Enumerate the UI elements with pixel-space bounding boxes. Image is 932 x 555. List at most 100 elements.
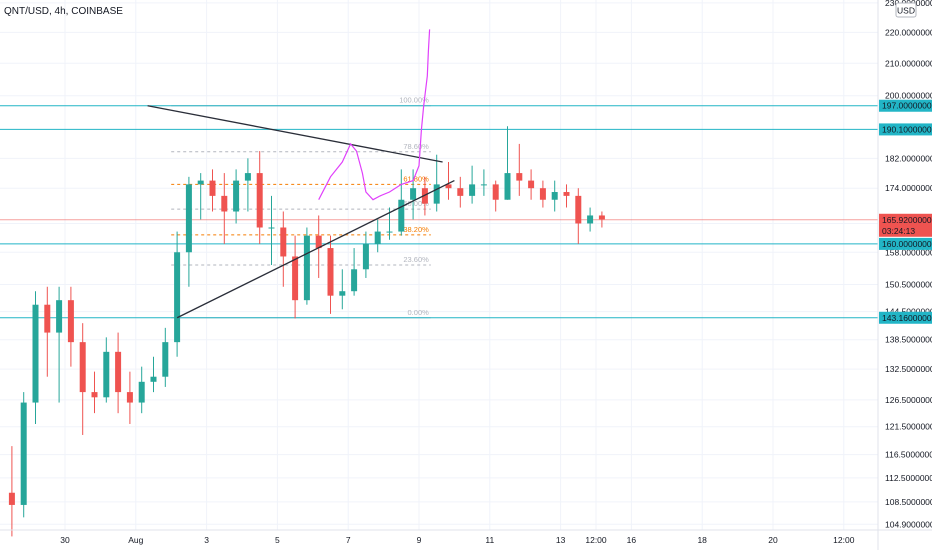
price-tick-label: 138.50000000 [885, 335, 932, 345]
trendlines[interactable] [147, 105, 455, 319]
candle-body [587, 215, 594, 224]
time-axis[interactable]: 30 Aug 3 5 7 9 11 13 12:00 16 18 20 12:00 [60, 535, 854, 545]
price-axis[interactable]: 230.00000000220.00000000210.00000000200.… [885, 0, 932, 529]
candle-body [315, 235, 322, 249]
chart-title: QNT/USD, 4h, COINBASE [4, 6, 123, 17]
price-tick-label: 174.00000000 [885, 183, 932, 193]
price-axis-background[interactable] [878, 0, 932, 550]
time-tick-label: 20 [768, 535, 778, 545]
candle-body [162, 342, 169, 377]
price-tick-label: 150.50000000 [885, 280, 932, 290]
candle-body [563, 192, 570, 196]
time-tick-label: 7 [346, 535, 351, 545]
horizontal-levels[interactable] [0, 105, 878, 319]
candle-body [504, 173, 511, 200]
candle-body [268, 227, 275, 229]
candle-body [280, 227, 287, 257]
candle-body [575, 195, 582, 224]
fib-level-label: 50.00% [403, 199, 429, 208]
time-tick-label: 13 [556, 535, 566, 545]
level-price-tag [879, 311, 932, 324]
time-tick-label: 3 [204, 535, 209, 545]
level-price-tag-label: 143.16000000 [882, 313, 932, 323]
fib-level-label: 100.00% [399, 96, 429, 105]
level-price-tag-label: 190.10000000 [882, 124, 932, 134]
candle-body [79, 342, 86, 393]
candle-body [197, 180, 204, 185]
price-tick-label: 144.50000000 [885, 307, 932, 317]
time-tick-label: 9 [417, 535, 422, 545]
candle-body [551, 192, 558, 200]
time-tick-label: Aug [128, 535, 143, 545]
price-axis-tags: 197.00000000 190.10000000 160.00000000 143.… [879, 99, 932, 324]
fib-level-label: 61.80% [403, 174, 429, 183]
candle-body [374, 231, 381, 244]
fib-level-label: 38.20% [403, 225, 429, 234]
price-tick-label: 182.00000000 [885, 153, 932, 163]
candle-body [362, 243, 369, 270]
candle-body [445, 184, 452, 189]
fib-level-label: 0.00% [408, 308, 430, 317]
candle-body [8, 492, 15, 505]
price-tick-label: 158.00000000 [885, 247, 932, 257]
current-price-tag [879, 213, 932, 237]
level-price-tag [879, 237, 932, 250]
time-tick-label: 12:00 [585, 535, 607, 545]
candle-body [221, 195, 228, 212]
candle-body [126, 392, 133, 403]
candle-body [233, 180, 240, 212]
trendline-lower [176, 180, 455, 319]
fib-level-label: 23.60% [403, 255, 429, 264]
price-tick-label: 210.00000000 [885, 58, 932, 68]
candle-body [351, 269, 358, 292]
candle-body [44, 304, 51, 333]
price-tick-label: 116.50000000 [885, 450, 932, 460]
trendline-upper [147, 105, 443, 163]
time-tick-label: 12:00 [833, 535, 855, 545]
candle-body [138, 381, 145, 403]
candle-body [492, 184, 499, 200]
projection-path[interactable] [318, 29, 431, 201]
price-tick-label: 108.50000000 [885, 497, 932, 507]
countdown-label: 03:24:13 [882, 226, 915, 236]
level-price-tag [879, 123, 932, 136]
candle-body [303, 235, 310, 301]
candle-body [398, 199, 405, 232]
projection-line [318, 29, 431, 201]
level-price-tag [879, 99, 932, 112]
candle-body [386, 231, 393, 233]
candle-body [56, 300, 63, 333]
current-price-tag-label: 165.92000000 [882, 215, 932, 225]
time-tick-label: 11 [485, 535, 494, 545]
candle-body [174, 252, 181, 343]
candle-body [91, 392, 98, 398]
time-tick-label: 5 [275, 535, 280, 545]
candle-body [598, 215, 605, 220]
currency-badge[interactable]: USD [895, 2, 917, 18]
candle-body [327, 248, 334, 296]
candle-body [209, 180, 216, 196]
candles [8, 126, 605, 537]
candle-body [457, 188, 464, 196]
price-tick-label: 112.50000000 [885, 473, 932, 483]
candle-body [256, 173, 263, 228]
candle-body [20, 402, 27, 505]
candle-body [528, 180, 535, 189]
price-tick-label: 220.00000000 [885, 27, 932, 37]
candle-body [103, 351, 110, 398]
price-tick-label: 132.50000000 [885, 364, 932, 374]
candle-body [339, 291, 346, 296]
candle-body [185, 184, 192, 253]
candle-body [433, 184, 440, 204]
candle-body [150, 376, 157, 382]
level-price-tag-label: 160.00000000 [882, 239, 932, 249]
time-tick-label: 30 [60, 535, 70, 545]
candle-body [67, 300, 74, 343]
price-tick-label: 104.90000000 [885, 519, 932, 529]
candle-body [480, 184, 487, 186]
candle-body [410, 188, 417, 200]
level-price-tag-label: 197.00000000 [882, 101, 932, 111]
candle-body [516, 173, 523, 181]
